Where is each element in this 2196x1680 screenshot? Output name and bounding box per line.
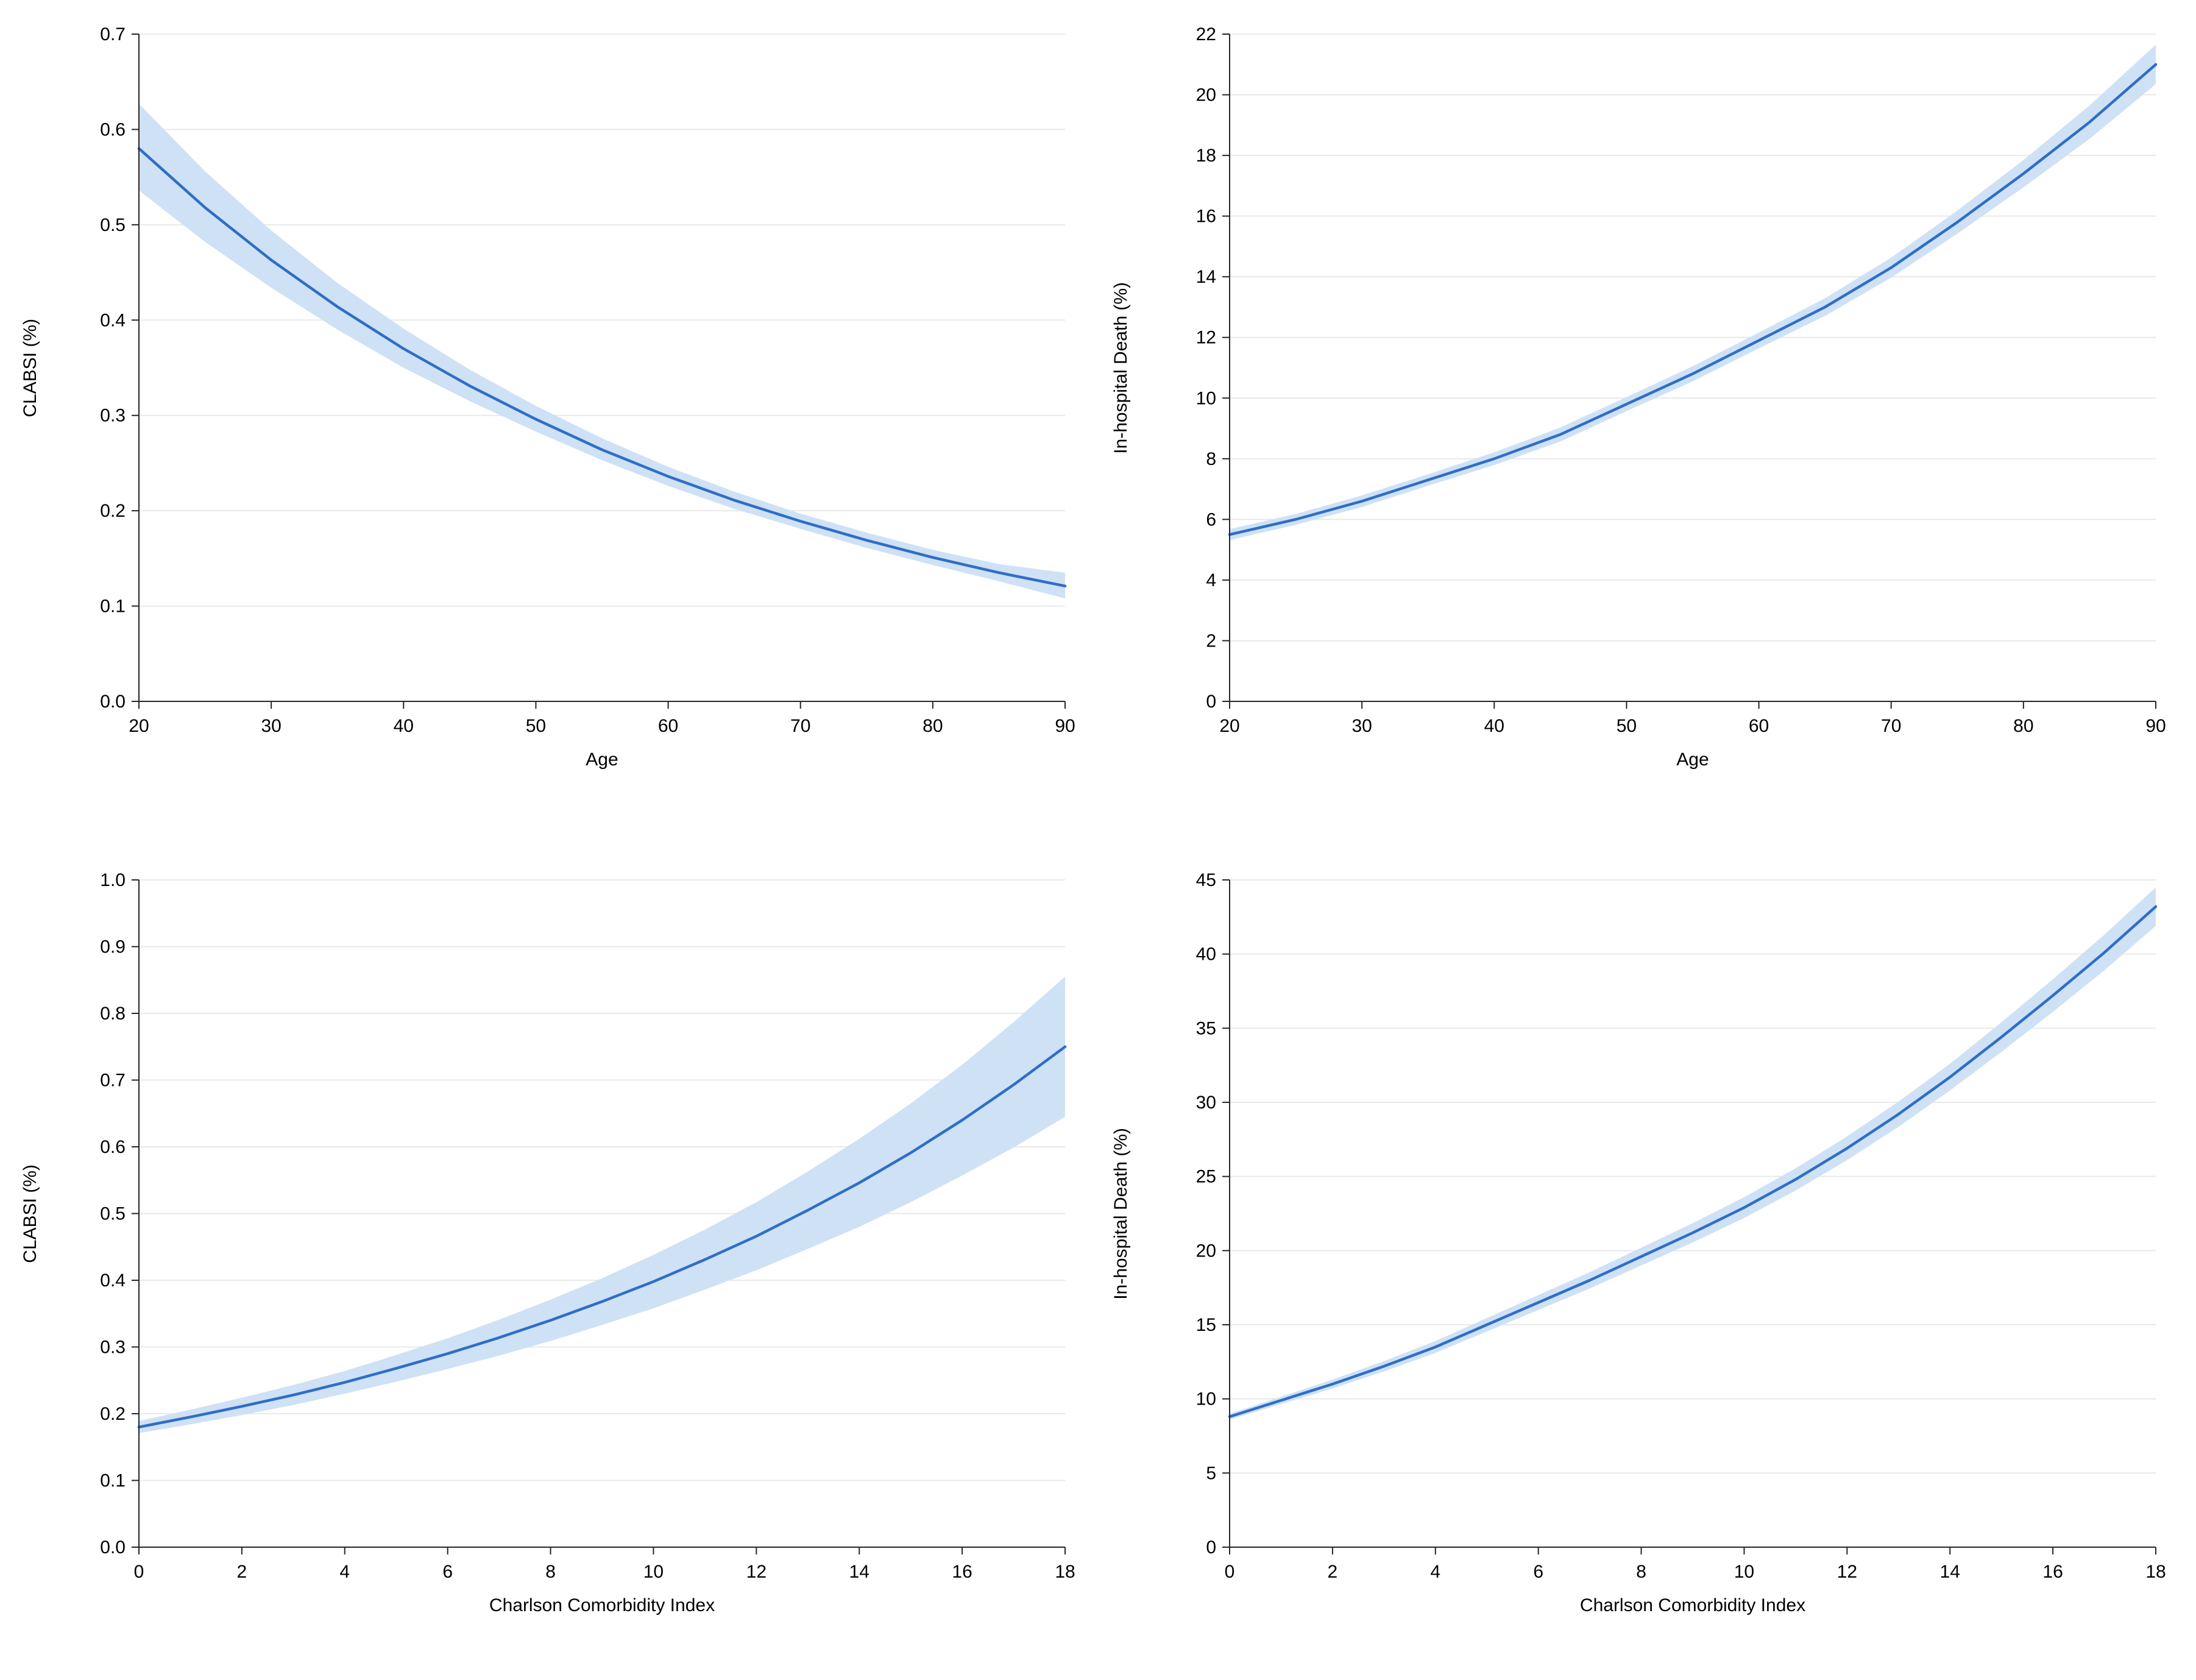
svg-text:40: 40: [394, 716, 414, 736]
svg-text:50: 50: [526, 716, 546, 736]
y-axis-label: CLABSI (%): [20, 1164, 40, 1263]
svg-text:25: 25: [1196, 1167, 1216, 1187]
svg-text:90: 90: [1055, 716, 1075, 736]
svg-text:30: 30: [1351, 716, 1372, 736]
svg-text:0: 0: [1225, 1562, 1235, 1582]
svg-text:14: 14: [1940, 1562, 1960, 1582]
svg-text:70: 70: [790, 716, 810, 736]
svg-text:8: 8: [1206, 449, 1216, 469]
svg-text:12: 12: [746, 1562, 767, 1582]
svg-text:0.8: 0.8: [100, 1004, 126, 1024]
svg-text:0.4: 0.4: [100, 1271, 126, 1291]
x-axis-label: Age: [1676, 750, 1709, 770]
svg-text:70: 70: [1881, 716, 1901, 736]
svg-text:35: 35: [1196, 1018, 1216, 1038]
x-axis-label: Charlson Comorbidity Index: [489, 1595, 715, 1615]
clabsi-vs-cci-plot: 0.0 0.1 0.2 0.3 0.4 0.5 0.6 0.7 0.8 0.9 1.0 0 2 4 6 8 10…: [100, 870, 1075, 1582]
svg-text:6: 6: [1206, 509, 1216, 530]
y-axis-label: CLABSI (%): [20, 318, 40, 417]
svg-text:40: 40: [1484, 716, 1504, 736]
svg-text:40: 40: [1196, 945, 1216, 965]
svg-text:1.0: 1.0: [100, 870, 126, 890]
svg-text:0.3: 0.3: [100, 1338, 126, 1358]
chart-clabsi-vs-cci: CLABSI (%) 0.0 0.1 0.2 0.3 0.4 0.5 0.6 0.7 0.8 0.…: [13, 856, 1083, 1616]
svg-text:2: 2: [1328, 1562, 1338, 1582]
x-axis-label: Charlson Comorbidity Index: [1579, 1595, 1806, 1615]
svg-text:12: 12: [1837, 1562, 1857, 1582]
svg-text:18: 18: [1055, 1562, 1075, 1582]
svg-text:18: 18: [1196, 146, 1216, 166]
svg-text:16: 16: [952, 1562, 972, 1582]
svg-text:10: 10: [1196, 1389, 1216, 1409]
svg-text:60: 60: [1749, 716, 1769, 736]
death-vs-cci-plot: 0 5 10 15 20 25 30 35 40 45 0 2 4 6 8 10 12 14 16 18: [1196, 870, 2166, 1582]
svg-text:0.3: 0.3: [100, 406, 126, 426]
svg-text:0.7: 0.7: [100, 1071, 126, 1091]
svg-text:30: 30: [1196, 1093, 1216, 1113]
svg-text:0.2: 0.2: [100, 501, 126, 521]
svg-text:20: 20: [1219, 716, 1239, 736]
svg-text:20: 20: [129, 716, 149, 736]
svg-text:45: 45: [1196, 870, 1216, 890]
y-axis-label: In-hospital Death (%): [1111, 1127, 1131, 1300]
svg-text:6: 6: [442, 1562, 453, 1582]
svg-text:0.2: 0.2: [100, 1404, 126, 1424]
svg-text:22: 22: [1196, 24, 1216, 44]
svg-text:0.7: 0.7: [100, 24, 126, 44]
svg-text:8: 8: [1636, 1562, 1646, 1582]
svg-text:4: 4: [339, 1562, 350, 1582]
svg-text:18: 18: [2145, 1562, 2166, 1582]
svg-text:14: 14: [849, 1562, 870, 1582]
svg-text:0.6: 0.6: [100, 119, 126, 140]
svg-text:30: 30: [261, 716, 281, 736]
clabsi-vs-age-plot: 0.0 0.1 0.2 0.3 0.4 0.5 0.6 0.7 20 30 40 50 60 70 80 90: [100, 24, 1075, 736]
svg-text:5: 5: [1206, 1463, 1216, 1483]
svg-text:20: 20: [1196, 85, 1216, 105]
svg-text:0: 0: [134, 1562, 144, 1582]
svg-text:10: 10: [643, 1562, 664, 1582]
svg-text:14: 14: [1196, 267, 1216, 287]
chart-death-vs-cci: In-hospital Death (%) 0 5 10 15 20 25 30 35 40 45…: [1104, 856, 2174, 1616]
svg-text:10: 10: [1734, 1562, 1754, 1582]
svg-text:8: 8: [545, 1562, 556, 1582]
svg-text:0.5: 0.5: [100, 1204, 126, 1224]
death-vs-age-plot: 0 2 4 6 8 10 12 14 16 18 20 22 20 30 40 50 60 70 80 90: [1196, 24, 2166, 736]
svg-text:0.0: 0.0: [100, 1537, 126, 1558]
svg-text:12: 12: [1196, 328, 1216, 348]
svg-text:6: 6: [1533, 1562, 1543, 1582]
svg-text:0: 0: [1206, 692, 1216, 712]
y-axis-label: In-hospital Death (%): [1111, 282, 1131, 454]
svg-text:0.5: 0.5: [100, 215, 126, 235]
chart-death-vs-age: In-hospital Death (%) 0 2 4 6 8 10 12 14 16 18 20 2…: [1104, 10, 2174, 770]
svg-text:2: 2: [237, 1562, 247, 1582]
svg-text:2: 2: [1206, 631, 1216, 651]
svg-text:0.6: 0.6: [100, 1137, 126, 1157]
svg-text:10: 10: [1196, 388, 1216, 408]
svg-text:20: 20: [1196, 1241, 1216, 1261]
svg-text:0.4: 0.4: [100, 310, 126, 330]
svg-text:60: 60: [658, 716, 678, 736]
svg-text:15: 15: [1196, 1315, 1216, 1335]
svg-text:4: 4: [1430, 1562, 1440, 1582]
svg-text:4: 4: [1206, 570, 1216, 590]
svg-text:0.9: 0.9: [100, 937, 126, 957]
chart-clabsi-vs-age: CLABSI (%) 0.0 0.1 0.2 0.3 0.4 0.5 0.6 0.7 20 30 4…: [13, 10, 1083, 770]
x-axis-label: Age: [586, 750, 618, 770]
chart-grid: CLABSI (%) 0.0 0.1 0.2 0.3 0.4 0.5 0.6 0.7 20 30 4…: [13, 10, 2174, 1616]
svg-text:80: 80: [923, 716, 943, 736]
svg-text:0.1: 0.1: [100, 597, 126, 617]
svg-text:0.1: 0.1: [100, 1471, 126, 1491]
svg-text:0: 0: [1206, 1537, 1216, 1558]
svg-text:16: 16: [1196, 207, 1216, 227]
svg-text:0.0: 0.0: [100, 692, 126, 712]
svg-text:16: 16: [2042, 1562, 2063, 1582]
svg-text:90: 90: [2145, 716, 2166, 736]
svg-text:50: 50: [1617, 716, 1637, 736]
svg-text:80: 80: [2013, 716, 2033, 736]
